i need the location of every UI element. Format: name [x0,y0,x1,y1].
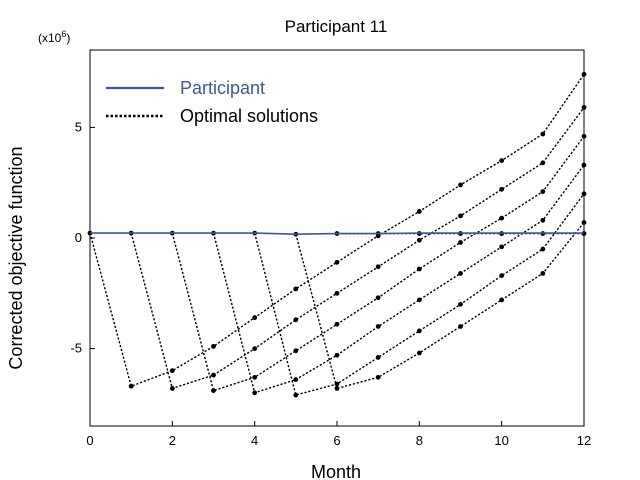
optimal-solution-point [211,343,216,349]
x-tick-label: 10 [494,433,508,448]
optimal-solution-point [458,324,463,329]
optimal-solution-point [416,328,422,334]
optimal-solution-point [540,160,546,166]
optimal-solution-point [416,266,422,272]
optimal-solution-point [499,215,505,221]
y-axis-title: Corrected objective function [6,146,26,369]
optimal-solution-point [334,321,340,327]
optimal-solution-point [458,270,463,276]
optimal-solution-point [375,355,381,360]
optimal-solution-point [252,374,258,380]
chart-title: Participant 11 [285,17,388,36]
optimal-solution-point [293,286,299,292]
legend-label-participant: Participant [180,78,265,98]
optimal-solution-point [499,244,505,250]
optimal-solution-point [499,297,505,303]
y-multiplier: (x106) [38,29,70,45]
optimal-solution-point [334,259,340,265]
y-multiplier-close: ) [66,31,70,45]
plot-content [87,71,587,398]
optimal-solution-point [375,295,381,301]
y-tick-label: 0 [75,230,82,245]
optimal-solution-point [458,213,463,219]
optimal-solution-point [211,372,216,378]
optimal-solution-point [252,390,258,396]
optimal-solution-point [540,131,546,137]
optimal-solution-point [499,158,505,163]
optimal-solution-point [293,317,299,323]
optimal-solution-point [375,324,381,329]
optimal-solution-point [334,352,340,358]
optimal-solution-point [252,315,258,321]
x-tick-label: 4 [251,433,258,448]
optimal-solution-point [458,301,463,307]
optimal-solution-point [128,383,134,389]
x-tick-label: 0 [86,433,93,448]
optimal-solution-line [212,164,585,394]
optimal-solution-point [416,237,422,243]
optimal-solution-point [211,388,216,394]
optimal-solution-line [89,73,585,388]
optimal-solution-point [416,209,422,214]
x-axis-title: Month [311,462,361,480]
optimal-solution-line [295,222,585,390]
x-tick-label: 12 [577,433,591,448]
optimal-solution-point [293,348,299,354]
optimal-solution-line [171,135,585,392]
optimal-solution-point [334,290,340,296]
optimal-solution-point [252,346,258,351]
optimal-solution-point [293,377,299,382]
optimal-solution-point [334,386,340,391]
optimal-solution-line [254,193,585,396]
x-tick-label: 6 [333,433,340,448]
optimal-solution-point [499,273,505,278]
legend-label-optimal: Optimal solutions [180,106,318,126]
optimal-solution-point [540,246,546,252]
y-multiplier-exp: 6 [61,29,66,39]
optimal-solution-point [169,368,175,374]
participant-line [90,232,584,236]
x-tick-label: 8 [416,433,423,448]
plot-frame [89,49,585,427]
y-multiplier-base: (x10 [38,31,62,45]
legend: Participant Optimal solutions [106,78,318,126]
x-tick-label: 2 [169,433,176,448]
optimal-solution-point [416,350,422,356]
optimal-solution-point [540,189,546,194]
axis-ticks: 0 2 4 6 8 10 12 -5 0 5 [70,119,591,448]
optimal-solution-point [416,297,422,303]
optimal-solution-point [458,240,463,245]
optimal-solution-point [293,392,299,398]
optimal-solution-point [375,264,381,270]
optimal-solution-point [499,186,505,192]
y-tick-label: -5 [70,341,82,356]
optimal-solution-point [375,374,381,380]
y-tick-label: 5 [75,119,82,134]
optimal-solution-point [540,217,546,223]
optimal-solution-point [169,386,175,391]
optimal-solution-line [130,107,585,390]
optimal-solution-point [458,182,463,188]
optimal-solution-point [540,270,546,276]
